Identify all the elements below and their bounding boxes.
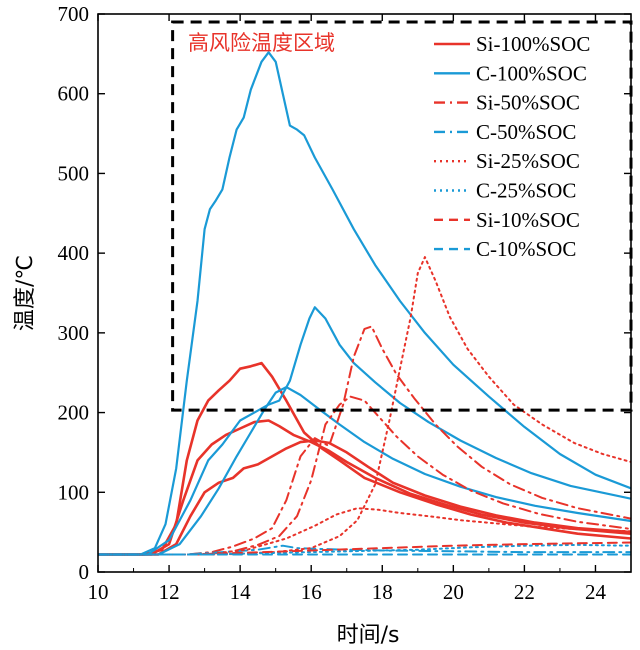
y-tick-label: 0 bbox=[79, 560, 90, 584]
legend-label-0: Si-100%SOC bbox=[476, 32, 590, 56]
legend-label-4: Si-25%SOC bbox=[476, 149, 580, 173]
y-tick-label: 700 bbox=[58, 2, 90, 26]
series-line-si-50pctsoc-7 bbox=[98, 395, 631, 556]
axes-frame bbox=[97, 13, 632, 573]
legend-label-5: C-25%SOC bbox=[476, 179, 576, 203]
x-tick-label: 24 bbox=[585, 580, 607, 604]
series-line-c-100pctsoc-3 bbox=[98, 51, 631, 556]
series-line-si-100pctsoc-1 bbox=[98, 419, 631, 556]
y-tick-label: 600 bbox=[58, 82, 90, 106]
legend: Si-100%SOC C-100%SOC Si-50%SOC C-50%SOC Si-2… bbox=[434, 32, 590, 261]
series-line-si-100pctsoc-2 bbox=[98, 439, 631, 556]
x-tick-label: 16 bbox=[301, 580, 322, 604]
y-tick-label: 100 bbox=[58, 480, 90, 504]
x-tick-label: 20 bbox=[443, 580, 464, 604]
x-axis-label: 时间/s bbox=[337, 623, 400, 648]
series-line-c-25pctsoc-11 bbox=[98, 543, 631, 556]
y-tick-label: 400 bbox=[58, 241, 90, 265]
legend-label-6: Si-10%SOC bbox=[476, 208, 580, 232]
series-line-si-25pctsoc-9 bbox=[98, 256, 631, 556]
series-line-c-100pctsoc-5 bbox=[98, 386, 631, 556]
x-tick-label: 12 bbox=[159, 580, 180, 604]
axes: 10 12 14 16 18 20 22 24 0 100 200 300 400 500 600 700 bbox=[58, 2, 632, 604]
series-line-si-50pctsoc-6 bbox=[98, 325, 631, 556]
x-tick-label: 14 bbox=[230, 580, 252, 604]
y-tick-label: 500 bbox=[58, 161, 90, 185]
legend-label-1: C-100%SOC bbox=[476, 61, 587, 85]
x-tick-label: 10 bbox=[88, 580, 109, 604]
series-line-c-100pctsoc-4 bbox=[98, 306, 631, 556]
plot-area bbox=[98, 20, 633, 556]
series-line-si-25pctsoc-10 bbox=[98, 507, 631, 556]
legend-label-7: C-10%SOC bbox=[476, 237, 576, 261]
series-group bbox=[98, 51, 631, 556]
legend-label-3: C-50%SOC bbox=[476, 120, 576, 144]
high-risk-zone-label: 高风险温度区域 bbox=[188, 31, 335, 55]
x-tick-label: 18 bbox=[372, 580, 393, 604]
legend-label-2: Si-50%SOC bbox=[476, 91, 580, 115]
y-axis-label: 温度/℃ bbox=[13, 255, 38, 331]
x-tick-label: 22 bbox=[514, 580, 535, 604]
series-line-si-100pctsoc-0 bbox=[98, 361, 631, 556]
y-tick-label: 200 bbox=[58, 401, 90, 425]
y-tick-label: 300 bbox=[58, 321, 90, 345]
